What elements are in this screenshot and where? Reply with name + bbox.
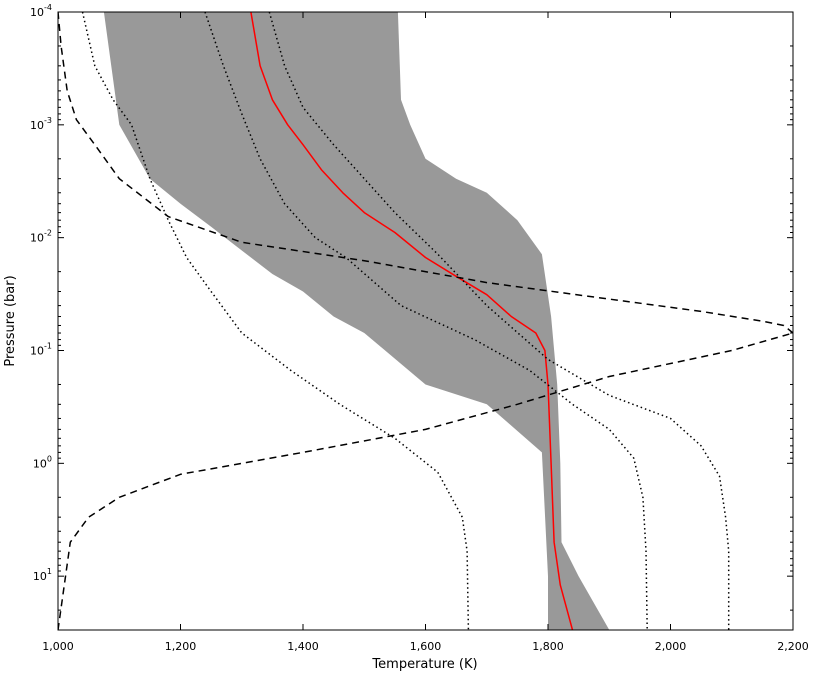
y-tick-label: 10-1 bbox=[30, 341, 52, 357]
plot-area bbox=[58, 12, 793, 630]
x-tick-label: 1,400 bbox=[287, 640, 319, 653]
y-tick-label: 10-2 bbox=[30, 229, 52, 245]
profile-line-dashed-3 bbox=[58, 12, 793, 334]
x-tick-label: 1,200 bbox=[165, 640, 197, 653]
x-tick-label: 2,000 bbox=[655, 640, 687, 653]
x-tick-label: 2,200 bbox=[777, 640, 809, 653]
plot-layer bbox=[58, 12, 793, 630]
y-tick-label: 101 bbox=[33, 567, 52, 583]
y-axis-label: Pressure (bar) bbox=[3, 275, 18, 366]
ticks-layer: 1,000 1,200 1,400 1,600 1,800 2,000 2,200 10-4 1… bbox=[30, 3, 809, 653]
x-axis-label: Temperature (K) bbox=[371, 657, 477, 672]
x-tick-label: 1,600 bbox=[410, 640, 442, 653]
x-tick-label: 1,000 bbox=[42, 640, 74, 653]
profile-line-dashed-2 bbox=[58, 332, 793, 630]
profile-line-dotted-4 bbox=[81, 12, 470, 630]
x-tick-label: 1,800 bbox=[532, 640, 564, 653]
y-tick-label: 100 bbox=[33, 454, 52, 470]
y-tick-label: 10-4 bbox=[30, 3, 52, 19]
uncertainty-band bbox=[103, 12, 610, 630]
y-tick-label: 10-3 bbox=[30, 116, 52, 132]
profile-line-solid-1 bbox=[250, 12, 574, 630]
